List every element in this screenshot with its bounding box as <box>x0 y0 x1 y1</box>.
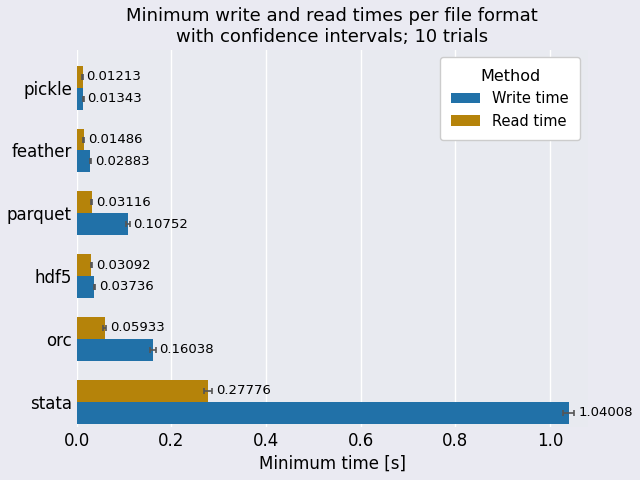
Text: 0.02883: 0.02883 <box>95 155 150 168</box>
Bar <box>77 151 90 172</box>
Title: Minimum write and read times per file format
with confidence intervals; 10 trial: Minimum write and read times per file fo… <box>126 7 538 46</box>
Text: 0.03116: 0.03116 <box>96 196 151 209</box>
Text: 0.01213: 0.01213 <box>86 70 141 83</box>
Bar <box>77 402 569 423</box>
Bar <box>77 339 153 361</box>
Text: 0.05933: 0.05933 <box>110 321 165 334</box>
Bar <box>77 317 105 339</box>
Text: 0.01486: 0.01486 <box>88 133 143 146</box>
Bar <box>77 88 83 110</box>
Bar <box>77 380 208 402</box>
Text: 0.01343: 0.01343 <box>87 92 142 105</box>
Text: 1.04008: 1.04008 <box>579 406 633 419</box>
Legend: Write time, Read time: Write time, Read time <box>440 58 580 140</box>
Text: 0.16038: 0.16038 <box>159 343 214 356</box>
Bar <box>77 213 127 235</box>
Text: 0.03736: 0.03736 <box>99 280 154 293</box>
Bar <box>77 254 92 276</box>
Bar <box>77 276 95 298</box>
X-axis label: Minimum time [s]: Minimum time [s] <box>259 455 406 473</box>
Bar <box>77 192 92 213</box>
Text: 0.10752: 0.10752 <box>133 218 188 231</box>
Bar <box>77 66 83 88</box>
Bar <box>77 129 84 151</box>
Text: 0.27776: 0.27776 <box>216 384 271 397</box>
Text: 0.03092: 0.03092 <box>96 259 150 272</box>
